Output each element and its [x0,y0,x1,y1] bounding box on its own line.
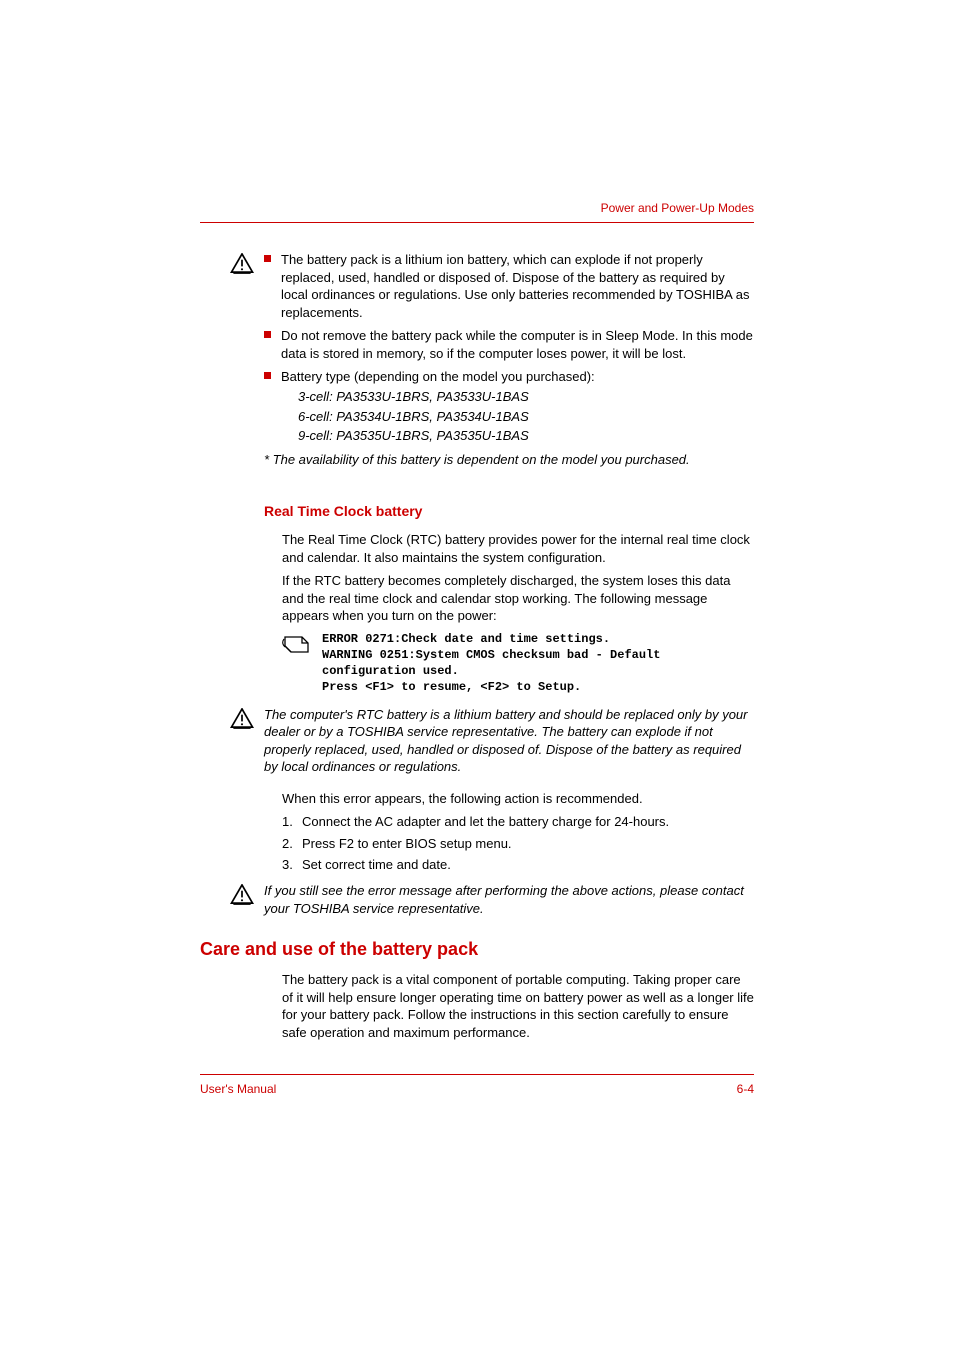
list-number [282,835,302,853]
heading-rtc: Real Time Clock battery [264,502,754,521]
caution-icon [230,706,264,735]
battery-spec: 3-cell: PA3533U-1BRS, PA3533U-1BAS [281,388,754,406]
code-line: ERROR 0271:Check date and time settings. [322,631,754,647]
bullet-square-icon [264,331,271,338]
note-icon [282,631,322,660]
code-line: Press <F1> to resume, <F2> to Setup. [322,679,754,695]
footer-right: 6-4 [737,1081,754,1097]
body-paragraph: When this error appears, the following a… [282,790,754,808]
caution-block-3: If you still see the error message after… [230,882,754,917]
bullet-item: The battery pack is a lithium ion batter… [264,251,754,321]
list-text: Press F2 to enter BIOS setup menu. [302,835,512,853]
bullet-text: The battery pack is a lithium ion batter… [281,251,754,321]
bullet-square-icon [264,372,271,379]
page-header: Power and Power-Up Modes [200,200,754,223]
caution-icon [230,882,264,911]
list-item: Connect the AC adapter and let the batte… [282,813,754,831]
list-number [282,813,302,831]
battery-spec: 6-cell: PA3534U-1BRS, PA3534U-1BAS [281,408,754,426]
bullet-lead: Battery type (depending on the model you… [281,369,595,384]
caution-footnote: * The availability of this battery is de… [264,451,754,469]
caution-block-2: The computer's RTC battery is a lithium … [230,706,754,776]
bullet-item: Battery type (depending on the model you… [264,368,754,444]
heading-care: Care and use of the battery pack [200,937,754,961]
note-block: ERROR 0271:Check date and time settings.… [282,631,754,696]
code-message: ERROR 0271:Check date and time settings.… [322,631,754,696]
list-item: Set correct time and date. [282,856,754,874]
body-paragraph: If the RTC battery becomes completely di… [282,572,754,625]
list-text: Set correct time and date. [302,856,451,874]
battery-spec: 9-cell: PA3535U-1BRS, PA3535U-1BAS [281,427,754,445]
caution-text: If you still see the error message after… [264,882,754,917]
bullet-text: Battery type (depending on the model you… [281,368,754,444]
caution-icon [230,251,264,280]
ordered-list: Connect the AC adapter and let the batte… [282,813,754,874]
footer-left: User's Manual [200,1081,276,1097]
list-number [282,856,302,874]
bullet-square-icon [264,255,271,262]
caution-block-1: The battery pack is a lithium ion batter… [230,251,754,474]
body-paragraph: The Real Time Clock (RTC) battery provid… [282,531,754,566]
caution-body: The battery pack is a lithium ion batter… [264,251,754,474]
bullet-text: Do not remove the battery pack while the… [281,327,754,362]
bullet-item: Do not remove the battery pack while the… [264,327,754,362]
caution-text: The computer's RTC battery is a lithium … [264,706,754,776]
body-paragraph: The battery pack is a vital component of… [282,971,754,1041]
section-title: Power and Power-Up Modes [601,201,754,215]
code-line: WARNING 0251:System CMOS checksum bad - … [322,647,754,679]
content-column: The battery pack is a lithium ion batter… [264,251,754,1041]
list-text: Connect the AC adapter and let the batte… [302,813,669,831]
page-footer: User's Manual 6-4 [200,1074,754,1097]
list-item: Press F2 to enter BIOS setup menu. [282,835,754,853]
